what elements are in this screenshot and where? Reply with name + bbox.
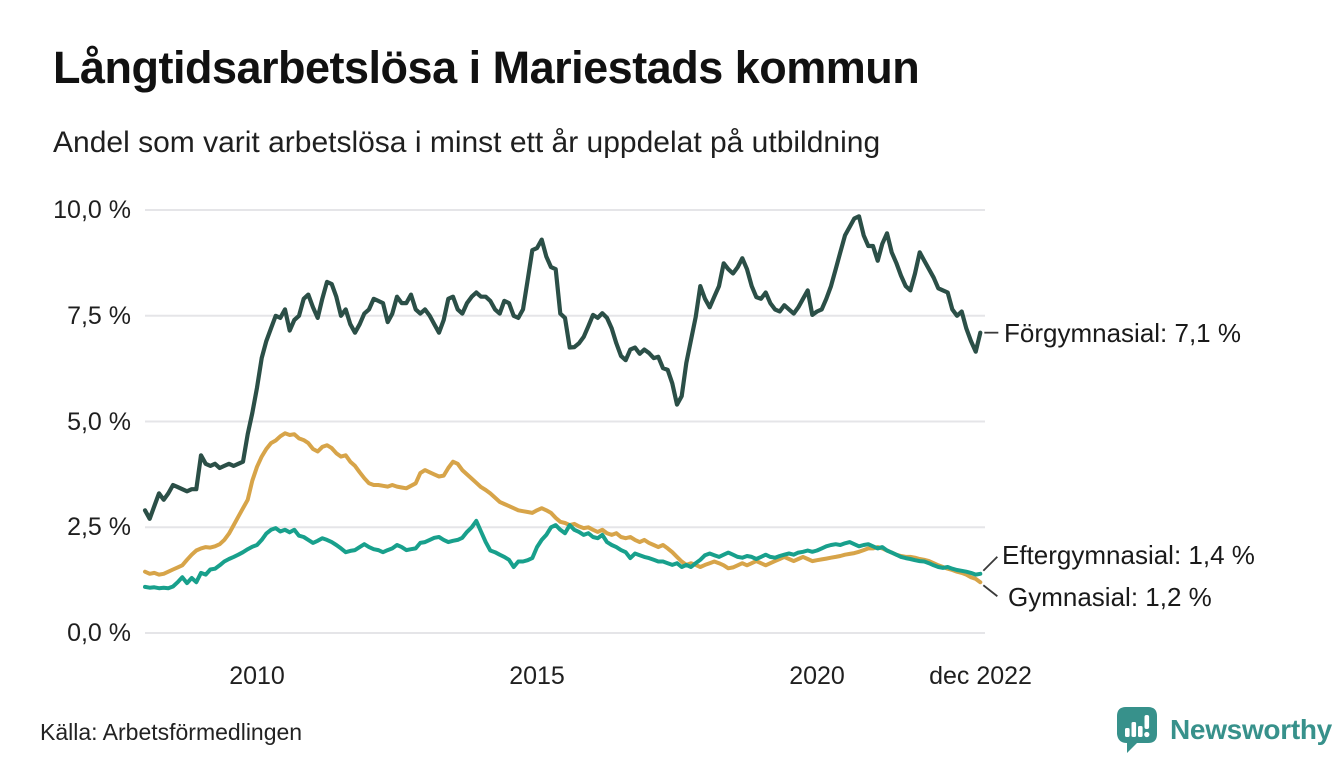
series-line-förgymnasial [142,214,983,521]
source-note: Källa: Arbetsförmedlingen [40,719,303,745]
series-label-forgymnasial: Förgymnasial: 7,1 % [1004,318,1241,348]
x-tick-label: 2015 [509,662,565,690]
series-line-eftergymnasial [143,518,983,591]
label-connector [982,556,998,572]
label-connector-lines [982,331,999,597]
series-lines [142,214,983,591]
y-tick-label: 7,5 % [67,301,131,330]
y-tick-label: 0,0 % [67,619,131,647]
series-label-eftergymnasial: Eftergymnasial: 1,4 % [1002,540,1255,570]
newsworthy-wordmark: Newsworthy [1170,714,1332,745]
label-connector [982,584,998,597]
newsworthy-logo: Newsworthy [1116,706,1332,754]
x-tick-label: 2010 [229,662,285,690]
page-subtitle: Andel som varit arbetslösa i minst ett å… [53,126,881,159]
series-line-gymnasial [143,431,983,585]
x-tick-label: 2020 [789,662,845,690]
page-title: Långtidsarbetslösa i Mariestads kommun [53,42,920,93]
gridlines [145,209,985,634]
bar-chart-speech-bubble-icon [1117,707,1157,753]
y-tick-label: 2,5 % [67,513,131,542]
y-tick-label: 5,0 % [67,407,131,436]
series-label-gymnasial: Gymnasial: 1,2 % [1008,582,1212,612]
x-tick-label: dec 2022 [929,662,1032,690]
y-tick-label: 10,0 % [53,196,131,224]
